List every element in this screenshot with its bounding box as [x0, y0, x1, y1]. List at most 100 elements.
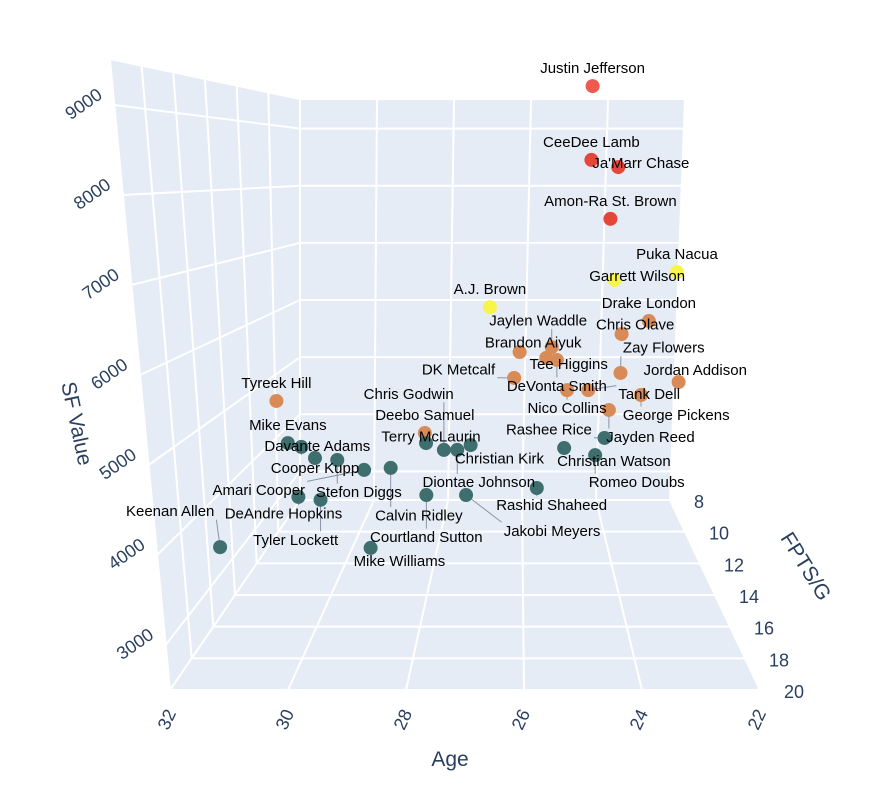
- data-point-label: Stefon Diggs: [316, 484, 402, 501]
- age-tick-label: 24: [626, 706, 653, 733]
- data-point[interactable]: [436, 442, 451, 457]
- data-point-label: CeeDee Lamb: [543, 134, 640, 151]
- value-gridline: [164, 470, 301, 646]
- data-point[interactable]: [584, 152, 599, 167]
- value-gridline: [147, 356, 301, 466]
- data-point[interactable]: [634, 388, 649, 403]
- data-point[interactable]: [291, 489, 306, 504]
- data-point-label: DeVonta Smith: [507, 378, 607, 395]
- data-point-label: Mike Williams: [354, 553, 446, 570]
- value-gridline: [156, 413, 301, 556]
- data-point[interactable]: [581, 383, 596, 398]
- data-point-label: Ja'Marr Chase: [592, 155, 689, 172]
- x-axis-title: Age: [431, 748, 468, 771]
- data-point-label: DeAndre Hopkins: [225, 506, 343, 523]
- data-point[interactable]: [307, 451, 322, 466]
- data-point-label: Drake London: [602, 295, 696, 312]
- data-point-label: Christian Kirk: [455, 450, 545, 467]
- value-gridline: [139, 299, 301, 376]
- data-point[interactable]: [544, 340, 559, 355]
- data-point[interactable]: [549, 352, 564, 367]
- data-point-label: Jaylen Waddle: [489, 313, 587, 330]
- data-point[interactable]: [294, 439, 309, 454]
- value-tick-label: 5000: [96, 444, 140, 483]
- fpts-tick-label: 14: [739, 587, 759, 607]
- data-point[interactable]: [330, 452, 345, 467]
- data-point[interactable]: [560, 383, 575, 398]
- data-point[interactable]: [357, 462, 372, 477]
- data-point-label: Jordan Addison: [644, 362, 747, 379]
- fpts-tick-label: 18: [769, 650, 789, 670]
- fpts-tick-label: 16: [754, 619, 774, 639]
- fpts-tick-label: 20: [784, 682, 804, 702]
- data-point-label: Nico Collins: [527, 400, 606, 417]
- label-leader-line: [306, 469, 365, 482]
- data-point[interactable]: [459, 488, 474, 503]
- data-point[interactable]: [611, 160, 626, 175]
- data-point[interactable]: [588, 448, 603, 463]
- data-point-label: Diontae Johnson: [422, 474, 535, 491]
- label-leader-line: [465, 494, 502, 523]
- data-point[interactable]: [419, 436, 434, 451]
- data-point[interactable]: [641, 313, 656, 328]
- data-point[interactable]: [613, 365, 628, 380]
- data-point-label: Calvin Ridley: [375, 508, 463, 525]
- data-point-label: Justin Jefferson: [540, 60, 645, 77]
- age-tick-label: 30: [272, 706, 299, 733]
- data-point-label: Keenan Allen: [126, 503, 214, 520]
- value-gridline: [114, 104, 301, 130]
- data-point[interactable]: [671, 375, 686, 390]
- data-point-label: Terry McLaurin: [381, 429, 480, 446]
- data-point[interactable]: [507, 370, 522, 385]
- data-point-label: Tyreek Hill: [241, 375, 311, 392]
- data-point-label: Jayden Reed: [606, 429, 694, 446]
- data-point[interactable]: [601, 402, 616, 417]
- data-point[interactable]: [603, 211, 618, 226]
- data-point-label: Tank Dell: [618, 386, 680, 403]
- data-point-label: Amon-Ra St. Brown: [544, 193, 677, 210]
- data-point-label: Davante Adams: [264, 438, 370, 455]
- data-point-label: Chris Olave: [596, 317, 674, 334]
- data-point[interactable]: [383, 460, 398, 475]
- data-point[interactable]: [213, 540, 228, 555]
- data-point[interactable]: [585, 79, 600, 94]
- data-point[interactable]: [614, 327, 629, 342]
- data-point[interactable]: [669, 265, 684, 280]
- data-point[interactable]: [280, 436, 295, 451]
- grid-lines: [109, 59, 761, 691]
- data-point-label: Zay Flowers: [623, 340, 705, 357]
- data-point-label: Courtland Sutton: [370, 529, 483, 546]
- data-point[interactable]: [539, 350, 554, 365]
- data-point[interactable]: [450, 442, 465, 457]
- data-point[interactable]: [419, 488, 434, 503]
- data-point[interactable]: [597, 430, 612, 445]
- data-point[interactable]: [512, 344, 527, 359]
- data-point-label: Amari Cooper: [213, 482, 306, 499]
- age-tick-label: 22: [744, 706, 771, 733]
- value-tick-label: 7000: [79, 264, 123, 303]
- value-tick-label: 8000: [70, 174, 114, 213]
- value-tick-label: 4000: [104, 534, 148, 573]
- data-point-label: Mike Evans: [249, 417, 327, 434]
- data-point-label: Puka Nacua: [636, 246, 718, 263]
- value-gridline: [131, 241, 301, 286]
- y-axis-title: FPTS/G: [776, 528, 836, 605]
- data-point[interactable]: [529, 480, 544, 495]
- data-point-label: Rashee Rice: [506, 421, 592, 438]
- data-point-label: DK Metcalf: [422, 361, 496, 378]
- data-point-label: Chris Godwin: [364, 386, 454, 403]
- value-tick-label: 3000: [113, 624, 157, 663]
- data-point-label: Jakobi Meyers: [504, 523, 601, 540]
- data-point[interactable]: [269, 393, 284, 408]
- data-point-label: Tyler Lockett: [253, 532, 339, 549]
- data-point-label: A.J. Brown: [454, 281, 527, 298]
- data-point[interactable]: [482, 300, 497, 315]
- data-point[interactable]: [557, 441, 572, 456]
- data-point-label: Brandon Aiyuk: [485, 334, 582, 351]
- data-point[interactable]: [463, 438, 478, 453]
- data-point[interactable]: [607, 272, 622, 287]
- data-point[interactable]: [313, 492, 328, 507]
- age-tick-label: 28: [390, 706, 417, 733]
- data-point[interactable]: [363, 540, 378, 555]
